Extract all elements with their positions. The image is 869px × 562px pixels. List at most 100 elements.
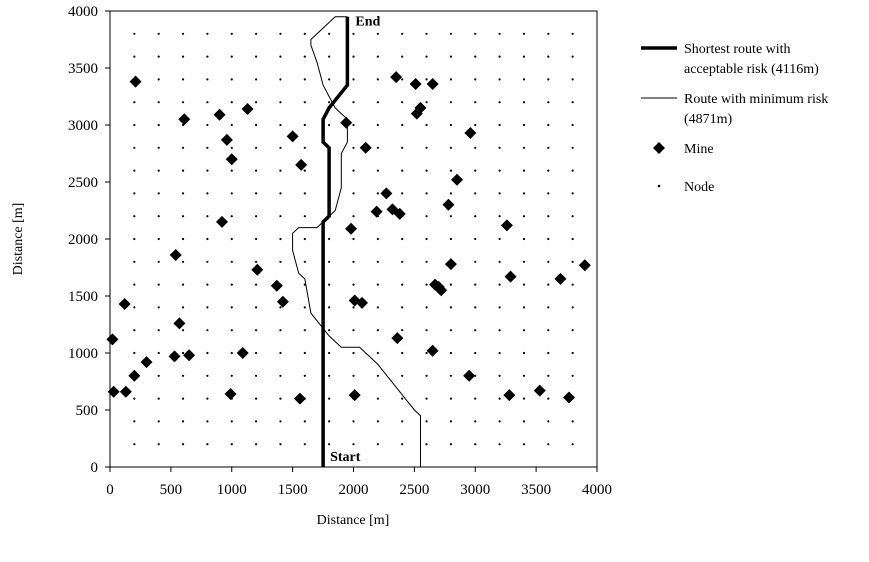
node-point <box>376 101 379 104</box>
mine-marker <box>409 77 422 90</box>
node-point <box>425 283 428 286</box>
mine-marker <box>435 284 448 297</box>
node-point <box>230 374 233 377</box>
mine-marker <box>169 248 182 261</box>
mine-marker <box>391 332 404 345</box>
x-tick-label: 2000 <box>339 482 369 498</box>
node-point <box>255 123 258 127</box>
node-point <box>547 192 550 195</box>
node-point <box>352 78 355 81</box>
node-point <box>279 420 282 423</box>
node-point <box>328 283 331 286</box>
node-point <box>498 123 501 127</box>
node-point <box>449 329 452 332</box>
node-point <box>425 443 428 446</box>
node-point <box>522 101 526 104</box>
x-tick-label: 1500 <box>278 482 308 498</box>
node-point <box>157 420 160 423</box>
node-point <box>522 169 526 172</box>
node-point <box>133 420 136 423</box>
node-point <box>303 374 306 377</box>
node-point <box>449 169 452 172</box>
node-point <box>449 237 452 241</box>
node-point <box>279 306 282 309</box>
node-point <box>133 55 136 58</box>
node-point <box>303 55 306 58</box>
node-point <box>401 283 404 286</box>
node-point <box>303 101 306 104</box>
node-point <box>571 123 574 127</box>
node-point <box>571 169 574 172</box>
node-point <box>230 329 233 332</box>
mine-marker <box>251 263 264 276</box>
node-point <box>206 32 209 35</box>
y-tick-label: 0 <box>91 460 99 476</box>
node-point <box>133 169 136 172</box>
node-point <box>498 329 501 332</box>
mine-marker <box>118 297 131 310</box>
node-point <box>230 215 233 218</box>
node-point <box>571 78 574 81</box>
node-point <box>328 329 331 332</box>
mine-marker <box>554 272 567 285</box>
node-point <box>255 32 258 35</box>
node-point <box>352 32 355 35</box>
node-point <box>474 146 477 149</box>
node-point <box>230 283 233 286</box>
node-point <box>181 351 185 355</box>
node-point <box>181 306 185 309</box>
node-point <box>157 329 160 332</box>
node-point <box>498 146 501 149</box>
node-point <box>303 32 306 35</box>
mine-marker <box>500 219 513 232</box>
node-point <box>181 237 185 241</box>
node-point <box>522 329 526 332</box>
mine-markers <box>106 71 591 405</box>
mine-marker <box>426 344 439 357</box>
node-point <box>279 329 282 332</box>
node-point <box>376 306 379 309</box>
node-point <box>449 397 452 400</box>
node-point <box>303 169 306 172</box>
y-axis: 0 500 1000 1500 2000 2500 3000 3500 4000 <box>68 4 110 476</box>
node-point <box>547 146 550 149</box>
node-point <box>133 443 136 446</box>
node-point <box>522 443 526 446</box>
node-point <box>206 169 209 172</box>
node-point <box>522 55 526 58</box>
node-point <box>401 169 404 172</box>
node-point <box>279 397 282 400</box>
mine-marker <box>140 356 153 369</box>
node-point <box>571 443 574 446</box>
mine-marker <box>178 113 191 126</box>
node-point <box>230 260 233 263</box>
node-point <box>328 306 331 309</box>
mine-marker <box>295 158 308 171</box>
node-point <box>547 169 550 172</box>
node-point <box>376 32 379 35</box>
node-point <box>279 237 282 241</box>
node-point <box>181 260 185 263</box>
node-point <box>181 32 185 35</box>
node-point <box>498 32 501 35</box>
node-point <box>133 237 136 241</box>
node-point <box>376 146 379 149</box>
node-point <box>279 443 282 446</box>
node-point <box>157 78 160 81</box>
mine-marker <box>225 153 238 166</box>
node-point <box>522 123 526 127</box>
node-point <box>328 78 331 81</box>
node-point <box>522 78 526 81</box>
node-point <box>255 374 258 377</box>
legend-label-shortest-route-line1: Shortest route with <box>684 42 791 57</box>
node-point <box>328 55 331 58</box>
node-point <box>352 283 355 286</box>
node-point <box>449 146 452 149</box>
node-point <box>352 351 355 355</box>
node-point <box>352 306 355 309</box>
node-point <box>303 215 306 218</box>
y-tick-label: 2000 <box>68 232 98 248</box>
node-point <box>328 123 331 127</box>
mine-marker <box>107 385 120 398</box>
node-point <box>498 215 501 218</box>
